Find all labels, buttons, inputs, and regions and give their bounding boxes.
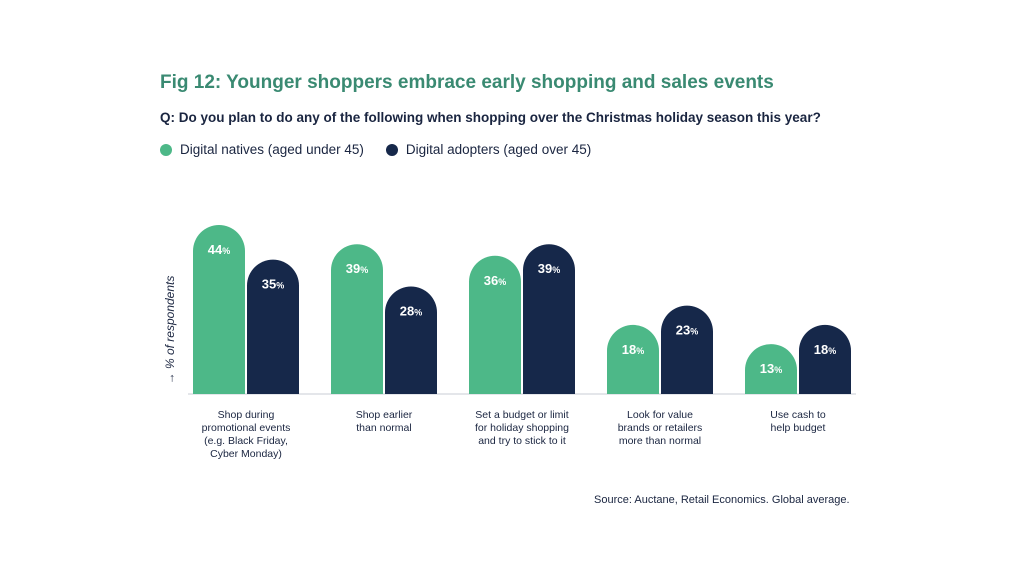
chart-title: Fig 12: Younger shoppers embrace early s… [160,72,774,93]
source-note: Source: Auctane, Retail Economics. Globa… [594,494,850,506]
category-label-0-line-0: Shop during [217,409,275,421]
category-label-2: Set a budget or limit for holiday shoppin… [457,409,587,448]
legend-dot-adopters [385,143,398,156]
category-label-3-line-1: brands or retailers [617,422,703,434]
category-label-3: Look for value brands or retailers more th… [595,409,725,448]
category-label-2-line-1: for holiday shopping [475,422,569,434]
legend: Digital natives (aged under 45) Digital … [160,142,613,157]
data-label-adopters-2: 39% [538,261,560,276]
category-label-4-line-1: help budget [770,422,826,434]
legend-label-natives: Digital natives (aged under 45) [180,142,364,157]
bar-adopters-2 [523,244,575,394]
legend-label-adopters: Digital adopters (aged over 45) [405,142,592,157]
data-label-natives-1: 39% [346,261,368,276]
category-label-0-line-2: (e.g. Black Friday, [204,435,288,447]
bar-natives-3 [607,324,659,394]
category-label-1-line-1: than normal [356,422,412,434]
category-label-2-line-2: and try to stick to it [478,435,566,447]
data-label-natives-3: 18% [622,342,644,357]
data-label-adopters-3: 23% [676,323,698,338]
bar-adopters-3 [661,305,713,394]
category-label-3-line-0: Look for value [627,409,693,421]
bar-adopters-0 [247,259,299,394]
bar-adopters-1 [385,286,437,394]
legend-item-natives: Digital natives (aged under 45) [160,142,364,157]
category-label-1-line-0: Shop earlier [355,409,413,421]
data-label-adopters-0: 35% [262,277,284,292]
category-label-4: Use cash to help budget [733,409,863,435]
category-label-0: Shop during promotional events (e.g. Black… [181,409,311,461]
category-label-1: Shop earlier than normal [319,409,449,435]
data-label-natives-4: 13% [760,361,782,376]
data-label-natives-2: 36% [484,273,506,288]
category-label-0-line-3: Cyber Monday) [210,448,282,460]
category-label-2-line-0: Set a budget or limit [475,409,569,421]
data-label-natives-0: 44% [208,242,230,257]
chart-question: Q: Do you plan to do any of the followin… [160,110,821,125]
data-label-adopters-1: 28% [400,303,422,318]
category-label-4-line-0: Use cash to [770,409,826,421]
legend-dot-natives [160,143,172,156]
bar-natives-2 [469,255,521,394]
category-label-3-line-2: more than normal [618,435,702,447]
legend-item-adopters: Digital adopters (aged over 45) [385,142,592,157]
data-label-adopters-4: 18% [814,342,836,357]
bar-adopters-4 [799,324,851,394]
bar-natives-0 [193,225,245,394]
bar-natives-1 [331,244,383,394]
category-label-0-line-1: promotional events [201,422,291,434]
bar-natives-4 [745,344,797,394]
